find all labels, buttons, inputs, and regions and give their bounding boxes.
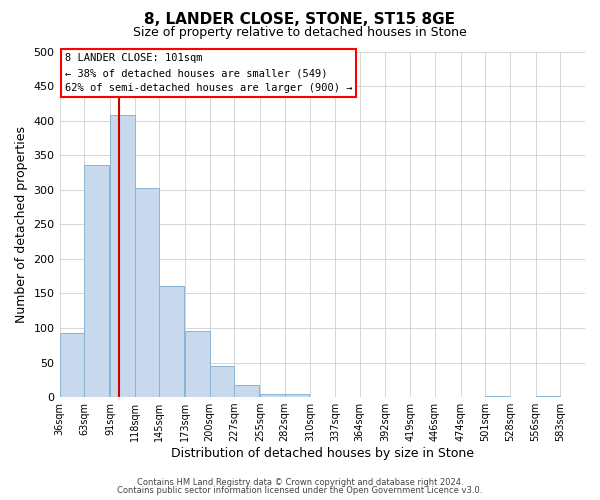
Text: Size of property relative to detached houses in Stone: Size of property relative to detached ho… (133, 26, 467, 39)
Bar (285, 394, 310, 397)
Text: 8 LANDER CLOSE: 101sqm
← 38% of detached houses are smaller (549)
62% of semi-de: 8 LANDER CLOSE: 101sqm ← 38% of detached… (65, 53, 352, 93)
Bar (134, 188, 160, 397)
Text: Contains HM Land Registry data © Crown copyright and database right 2024.: Contains HM Land Registry data © Crown c… (137, 478, 463, 487)
Bar (110, 115, 134, 397)
Bar (59, 333, 84, 397)
Bar (185, 332, 209, 397)
Bar (160, 286, 184, 397)
Bar (260, 394, 285, 397)
Bar (485, 396, 510, 397)
Text: Contains public sector information licensed under the Open Government Licence v3: Contains public sector information licen… (118, 486, 482, 495)
Text: 8, LANDER CLOSE, STONE, ST15 8GE: 8, LANDER CLOSE, STONE, ST15 8GE (145, 12, 455, 28)
Bar (209, 366, 235, 397)
Y-axis label: Number of detached properties: Number of detached properties (15, 126, 28, 323)
X-axis label: Distribution of detached houses by size in Stone: Distribution of detached houses by size … (171, 447, 474, 460)
Bar (536, 396, 560, 397)
Bar (235, 384, 259, 397)
Bar (84, 165, 109, 397)
